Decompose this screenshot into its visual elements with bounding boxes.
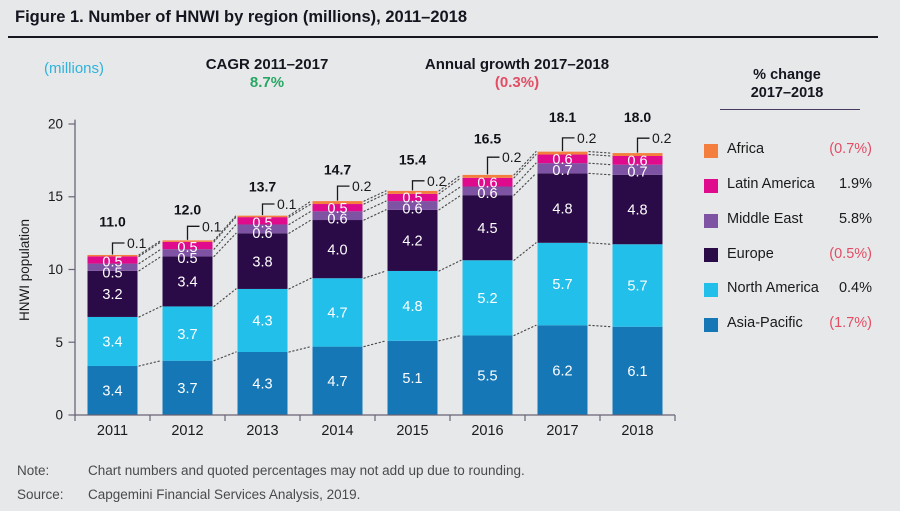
svg-text:4.8: 4.8 (627, 203, 647, 219)
svg-text:5.2: 5.2 (477, 291, 497, 307)
svg-text:0.2: 0.2 (577, 130, 597, 146)
svg-text:0.6: 0.6 (252, 226, 272, 242)
svg-text:0.5: 0.5 (177, 240, 197, 256)
svg-text:5: 5 (55, 335, 63, 350)
svg-text:6.2: 6.2 (552, 363, 572, 379)
svg-text:15: 15 (48, 189, 63, 204)
svg-text:18.0: 18.0 (624, 109, 651, 125)
svg-text:4.2: 4.2 (402, 234, 422, 250)
svg-text:3.4: 3.4 (177, 275, 197, 291)
svg-text:5.5: 5.5 (477, 368, 497, 384)
svg-text:4.3: 4.3 (252, 377, 272, 393)
svg-text:2018: 2018 (621, 423, 653, 439)
svg-text:0.6: 0.6 (477, 175, 497, 191)
svg-text:4.3: 4.3 (252, 314, 272, 330)
svg-text:2011: 2011 (97, 423, 128, 439)
svg-text:0.1: 0.1 (127, 235, 147, 251)
svg-text:0.5: 0.5 (177, 251, 197, 267)
svg-text:4.7: 4.7 (327, 306, 347, 322)
svg-text:2012: 2012 (171, 423, 203, 439)
svg-text:4.0: 4.0 (327, 242, 347, 258)
svg-text:0.6: 0.6 (552, 152, 572, 168)
svg-text:0.7: 0.7 (552, 163, 572, 179)
svg-text:3.8: 3.8 (252, 254, 272, 270)
svg-text:0.6: 0.6 (627, 154, 647, 170)
svg-text:12.0: 12.0 (174, 201, 201, 217)
svg-text:0.6: 0.6 (477, 186, 497, 202)
svg-text:3.7: 3.7 (177, 327, 197, 343)
svg-text:14.7: 14.7 (324, 162, 351, 178)
svg-text:0.5: 0.5 (102, 255, 122, 271)
svg-text:4.5: 4.5 (477, 221, 497, 237)
svg-text:0.1: 0.1 (277, 196, 297, 212)
svg-text:2013: 2013 (246, 423, 278, 439)
svg-text:HNWI population: HNWI population (17, 219, 32, 321)
svg-text:4.8: 4.8 (402, 299, 422, 315)
svg-text:2014: 2014 (321, 423, 353, 439)
svg-text:3.7: 3.7 (177, 381, 197, 397)
svg-text:0.7: 0.7 (627, 164, 647, 180)
svg-text:0.5: 0.5 (102, 265, 122, 281)
svg-text:2017: 2017 (546, 423, 578, 439)
svg-text:0.6: 0.6 (402, 202, 422, 218)
svg-text:0.1: 0.1 (202, 218, 222, 234)
svg-text:10: 10 (48, 262, 63, 277)
svg-text:5.1: 5.1 (402, 371, 422, 387)
svg-text:18.1: 18.1 (549, 109, 576, 125)
svg-text:3.4: 3.4 (102, 384, 122, 400)
svg-text:11.0: 11.0 (99, 214, 126, 230)
svg-text:2015: 2015 (396, 423, 428, 439)
svg-text:3.4: 3.4 (102, 335, 122, 351)
svg-text:2016: 2016 (471, 423, 503, 439)
svg-text:0: 0 (55, 408, 63, 423)
svg-text:20: 20 (48, 117, 63, 132)
svg-text:4.7: 4.7 (327, 374, 347, 390)
svg-text:16.5: 16.5 (474, 130, 501, 146)
svg-text:0.2: 0.2 (502, 149, 522, 165)
svg-text:0.2: 0.2 (427, 173, 447, 189)
svg-text:5.7: 5.7 (627, 279, 647, 295)
svg-text:4.8: 4.8 (552, 201, 572, 217)
svg-text:13.7: 13.7 (249, 179, 276, 195)
svg-text:0.5: 0.5 (252, 215, 272, 231)
svg-text:0.2: 0.2 (352, 178, 372, 194)
svg-text:0.5: 0.5 (327, 201, 347, 217)
svg-text:0.5: 0.5 (402, 191, 422, 207)
svg-text:15.4: 15.4 (399, 152, 426, 168)
svg-text:5.7: 5.7 (552, 277, 572, 293)
svg-text:0.6: 0.6 (327, 212, 347, 228)
svg-text:3.2: 3.2 (102, 287, 122, 303)
svg-text:0.2: 0.2 (652, 130, 672, 146)
svg-text:6.1: 6.1 (627, 364, 647, 380)
